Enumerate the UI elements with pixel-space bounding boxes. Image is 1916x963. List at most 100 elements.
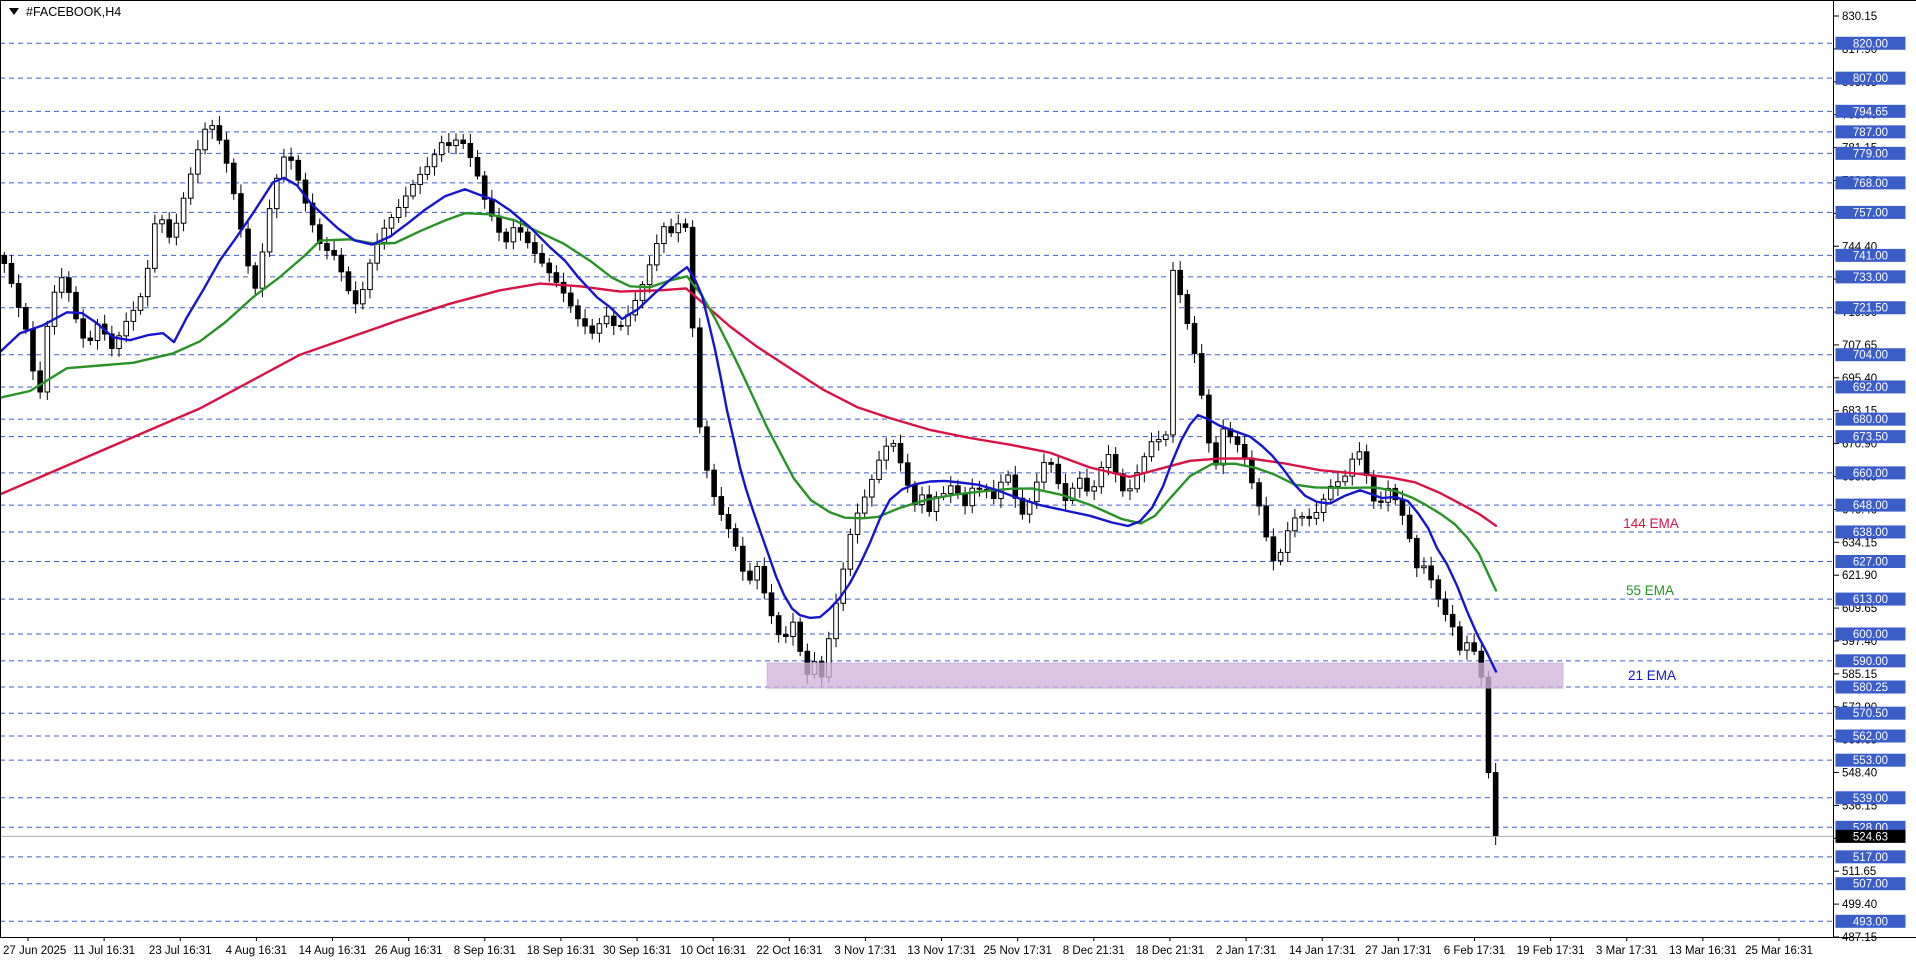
bearish-candle: [955, 485, 961, 494]
ema-line-21[interactable]: [0, 176, 1498, 673]
price-level-badge: [1835, 430, 1906, 444]
time-axis-label: 22 Oct 16:31: [756, 945, 822, 957]
bullish-candle: [1349, 458, 1356, 477]
bearish-candle: [223, 139, 230, 164]
bearish-candle: [295, 159, 302, 181]
bearish-candle: [345, 271, 352, 292]
time-axis-label: 19 Feb 17:31: [1517, 945, 1585, 957]
bullish-candle: [1327, 485, 1334, 500]
bearish-candle: [1428, 565, 1434, 581]
price-level-badge: [1835, 301, 1906, 315]
price-level-badge: [1835, 554, 1906, 568]
bearish-candle: [30, 328, 36, 372]
time-axis-label: 30 Sep 16:31: [603, 945, 671, 957]
price-level-badge-value: 692.00: [1853, 382, 1888, 394]
bearish-candle: [1457, 626, 1463, 651]
bearish-candle: [467, 142, 474, 158]
bullish-candle: [1148, 441, 1155, 458]
bearish-candle: [1184, 294, 1191, 324]
time-axis-label: 4 Aug 16:31: [226, 945, 287, 957]
price-level-badge: [1835, 627, 1906, 641]
bullish-candle: [754, 565, 760, 581]
price-level-badge-value: 757.00: [1853, 207, 1888, 219]
bearish-candle: [1413, 537, 1420, 569]
bullish-candle: [1299, 515, 1305, 519]
bullish-candle: [854, 512, 861, 535]
bullish-candle: [374, 241, 380, 264]
price-tick-label: 511.65: [1842, 866, 1876, 878]
bearish-candle: [740, 545, 746, 572]
price-level-badge-value: 638.00: [1853, 527, 1888, 539]
bullish-candle: [424, 166, 431, 175]
price-level-badge-value: 680.00: [1853, 414, 1888, 426]
bearish-candle: [309, 202, 316, 226]
bearish-candle: [1270, 536, 1277, 562]
bearish-candle: [245, 228, 251, 267]
price-level-badge: [1835, 914, 1906, 928]
bearish-candle: [1, 254, 8, 264]
price-level-badges: 820.00 807.00 794.65 787.00 779.00 768.00 757.…: [1835, 36, 1906, 928]
bullish-candle: [180, 197, 187, 224]
price-level-badge: [1835, 791, 1906, 805]
price-level-badge-value: 733.00: [1853, 272, 1888, 284]
ema-line-55[interactable]: [0, 211, 1498, 592]
bullish-candle: [1005, 474, 1011, 483]
bullish-candle: [1163, 434, 1169, 441]
bearish-candle: [1399, 499, 1406, 516]
time-axis-label: 27 Jun 2025: [3, 945, 66, 957]
bearish-candle: [1191, 322, 1198, 355]
time-axis-label: 26 Aug 16:31: [375, 945, 443, 957]
bearish-candle: [546, 262, 553, 274]
price-level-badge-value: 741.00: [1853, 250, 1888, 262]
price-tick-label: 585.15: [1842, 669, 1877, 681]
bearish-candle: [80, 318, 86, 339]
bearish-candle: [1363, 451, 1370, 476]
bullish-candle: [1320, 498, 1327, 513]
bearish-candle: [1378, 500, 1384, 503]
symbol-dropdown-icon[interactable]: [9, 8, 19, 15]
price-level-badge: [1835, 270, 1906, 284]
bullish-candle: [159, 219, 165, 225]
bullish-candle: [1313, 511, 1320, 519]
price-level-badge-value: 660.00: [1853, 468, 1888, 480]
bullish-candle: [1041, 462, 1047, 483]
price-level-badge: [1835, 71, 1906, 85]
support-zone[interactable]: [766, 662, 1564, 689]
bullish-candle: [632, 299, 639, 316]
price-level-badge: [1835, 877, 1906, 891]
bearish-candle: [460, 139, 466, 144]
bearish-candle: [926, 494, 933, 512]
bearish-candle: [1435, 579, 1442, 600]
price-level-badge: [1835, 176, 1906, 190]
bullish-candle: [1155, 439, 1162, 443]
bullish-candle: [1077, 477, 1083, 489]
bearish-candle: [352, 290, 359, 305]
bullish-candle: [1284, 530, 1291, 553]
bullish-candle: [883, 445, 890, 461]
bearish-candle: [8, 262, 15, 284]
bearish-candle: [230, 162, 237, 195]
bearish-candle: [1392, 487, 1399, 501]
bullish-candle: [116, 335, 122, 349]
price-level-badge-value: 648.00: [1853, 500, 1888, 512]
symbol-title: #FACEBOOK,H4: [26, 5, 121, 19]
bullish-candle: [1277, 551, 1284, 562]
price-level-badge: [1835, 850, 1906, 864]
bullish-candle: [173, 222, 180, 238]
bearish-candle: [1062, 483, 1069, 502]
price-level-badge: [1835, 498, 1906, 512]
price-level-badge-value: 590.00: [1853, 656, 1888, 668]
bullish-candle: [137, 296, 144, 311]
time-axis-label: 25 Mar 16:31: [1745, 945, 1813, 957]
ema-line-144[interactable]: [0, 282, 1498, 527]
bearish-candle: [1120, 473, 1126, 492]
bearish-candle: [331, 249, 337, 256]
bullish-candle: [603, 315, 610, 325]
bullish-candle: [1335, 481, 1341, 487]
bullish-candle: [209, 125, 216, 130]
bullish-candle: [969, 487, 976, 507]
bearish-candle: [481, 175, 488, 200]
bullish-candle: [890, 443, 897, 447]
bearish-candle: [668, 226, 674, 234]
